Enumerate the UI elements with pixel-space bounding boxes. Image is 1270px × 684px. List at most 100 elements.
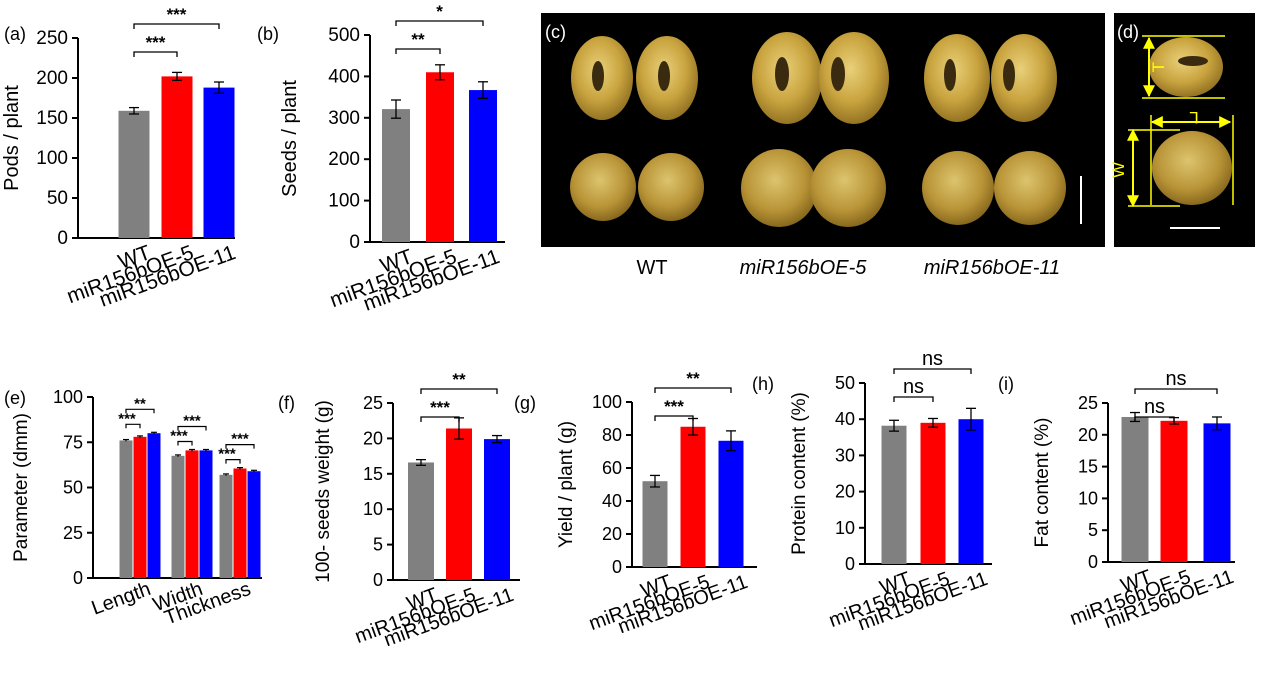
seed-hilum [944,59,956,91]
y-tick-label: 25 [363,393,383,413]
bar-1 [1160,420,1188,562]
y-tick-label: 40 [602,491,622,511]
bar-length-1 [133,436,147,578]
significance-label: ns [1165,368,1186,390]
seed-oe11-top-2 [991,34,1057,122]
dimension-label-l: L [1189,108,1198,127]
y-tick-label: 80 [602,425,622,445]
significance-label: *** [231,431,249,448]
seed-side-view [1149,37,1223,97]
seed-oe5-top-2 [819,32,889,124]
panel-d-letter: (d) [1117,22,1139,42]
significance-label: ns [1144,396,1165,418]
y-tick-label: 15 [363,464,383,484]
y-axis-label: Seeds / plant [279,80,301,197]
bar-thickness-2 [247,471,261,578]
bar-1 [426,72,454,242]
y-tick-label: 50 [47,188,68,209]
bar-0 [408,462,434,580]
bar-2 [718,440,744,567]
bar-1 [920,422,946,564]
panel-letter: (f) [278,393,295,413]
bar-thickness-1 [233,468,247,578]
y-tick-label: 60 [602,458,622,478]
significance-label: ** [686,369,700,388]
y-tick-label: 0 [73,568,83,588]
y-tick-label: 0 [1088,552,1098,572]
significance-label: ** [452,370,466,389]
bar-1 [161,76,193,239]
significance-label: * [436,2,443,21]
y-tick-label: 0 [612,557,622,577]
significance-bracket [1134,416,1175,422]
panel-letter: (g) [514,393,536,413]
seed-front-view [1152,131,1232,205]
significance-bracket [893,396,934,402]
y-tick-label: 25 [63,523,83,543]
y-axis-label: Pods / plant [1,85,23,191]
dimension-label-w: W [1109,162,1128,178]
y-tick-label: 20 [602,524,622,544]
bar-1 [446,428,472,580]
seed-hilum [1003,59,1015,91]
panel-letter: (e) [4,388,26,408]
dimension-label-t: T [1149,62,1168,72]
y-tick-label: 30 [835,445,855,465]
significance-label: *** [218,446,236,463]
significance-bracket [225,443,255,449]
significance-bracket [395,20,484,26]
significance-bracket [654,387,732,393]
y-tick-label: 25 [1078,393,1098,413]
panel-d-photo: (d) T L W [1109,13,1255,247]
photo-c-label-wt: WT [636,257,667,279]
x-tick-label: Length [89,578,154,620]
seed-oe5-bottom-2 [810,149,886,227]
y-tick-label: 10 [363,499,383,519]
seed-oe11-bottom-2 [994,151,1066,225]
y-axis-label: Yield / plant (g) [556,421,577,548]
y-axis-label: Parameter (dmm) [11,413,32,562]
y-tick-label: 40 [835,409,855,429]
significance-label: *** [430,398,450,417]
seed-row-top [571,32,1057,124]
y-tick-label: 100 [328,191,360,212]
y-tick-label: 200 [328,149,360,170]
significance-bracket [893,368,972,374]
bar-0 [881,425,907,564]
bar-0 [1121,416,1149,562]
seed-hilum [831,57,845,91]
bar-width-2 [199,450,213,578]
significance-bracket [133,51,178,57]
significance-bracket [125,408,155,414]
photo-c-label-oe5: miR156bOE-5 [740,257,868,279]
panel-letter: (h) [752,374,774,394]
significance-bracket [225,458,241,464]
seed-hilum [775,57,789,91]
significance-label: *** [146,33,166,52]
y-tick-label: 500 [328,25,360,46]
bar-width-1 [185,450,199,578]
significance-label: ns [903,376,924,398]
seed-wt-bottom-2 [638,153,704,221]
y-tick-label: 5 [1088,520,1098,540]
significance-bracket [420,388,498,394]
seed-oe11-top-1 [924,34,990,122]
significance-bracket [395,48,441,54]
y-tick-label: 20 [1078,425,1098,445]
seed-row-bottom [570,149,1066,227]
panel-c-letter: (c) [545,22,566,42]
y-tick-label: 20 [835,482,855,502]
bar-2 [1203,423,1231,562]
seed-oe5-bottom-1 [741,149,817,227]
bar-length-0 [119,440,133,578]
y-tick-label: 250 [36,28,68,49]
significance-bracket [177,440,193,446]
y-tick-label: 300 [328,108,360,129]
seed-hilum [658,61,670,91]
y-tick-label: 0 [57,228,68,249]
